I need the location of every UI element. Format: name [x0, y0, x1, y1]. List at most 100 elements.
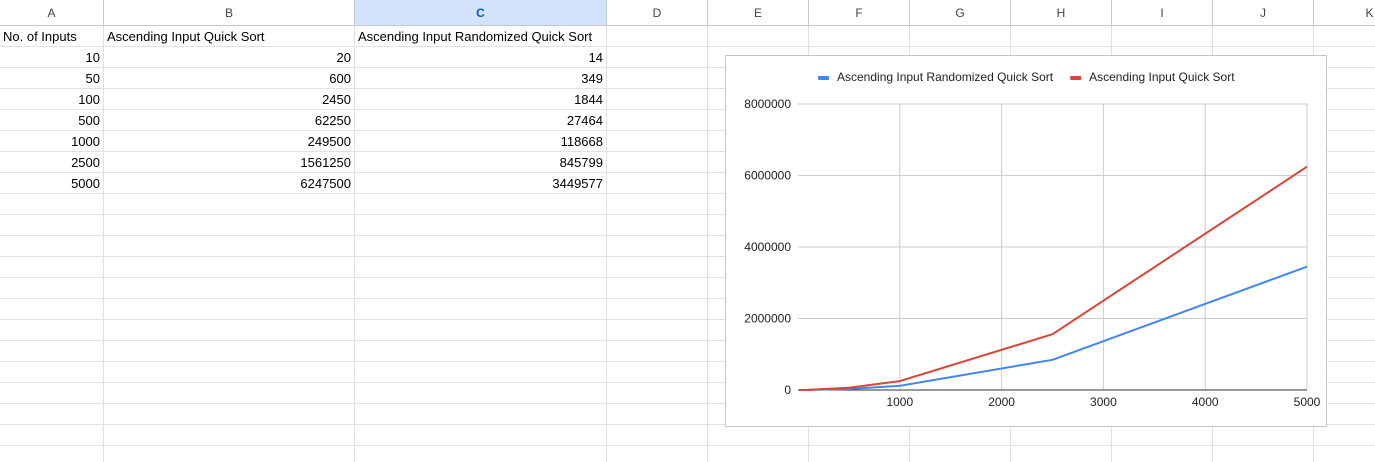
- grid-cell[interactable]: [1314, 383, 1375, 404]
- grid-cell[interactable]: [355, 257, 607, 278]
- grid-cell[interactable]: [0, 278, 104, 299]
- grid-cell[interactable]: [0, 383, 104, 404]
- header-cell[interactable]: Ascending Input Quick Sort: [104, 26, 355, 47]
- column-header-a[interactable]: A: [0, 0, 104, 26]
- grid-cell[interactable]: [1314, 341, 1375, 362]
- grid-cell[interactable]: [1314, 194, 1375, 215]
- grid-cell[interactable]: [1314, 320, 1375, 341]
- grid-cell[interactable]: [0, 194, 104, 215]
- grid-cell[interactable]: [355, 341, 607, 362]
- grid-cell[interactable]: [104, 215, 355, 236]
- grid-cell[interactable]: [708, 26, 809, 47]
- grid-cell[interactable]: [1011, 26, 1112, 47]
- grid-cell[interactable]: [607, 236, 708, 257]
- grid-cell[interactable]: [607, 131, 708, 152]
- grid-cell[interactable]: [355, 425, 607, 446]
- grid-cell[interactable]: [1314, 257, 1375, 278]
- data-cell[interactable]: 6247500: [104, 173, 355, 194]
- data-cell[interactable]: 20: [104, 47, 355, 68]
- grid-cell[interactable]: [1314, 131, 1375, 152]
- grid-cell[interactable]: [1314, 152, 1375, 173]
- grid-cell[interactable]: [355, 236, 607, 257]
- grid-cell[interactable]: [1011, 425, 1112, 446]
- grid-cell[interactable]: [607, 47, 708, 68]
- data-cell[interactable]: 249500: [104, 131, 355, 152]
- grid-cell[interactable]: [607, 383, 708, 404]
- grid-cell[interactable]: [0, 341, 104, 362]
- grid-cell[interactable]: [1314, 362, 1375, 383]
- grid-cell[interactable]: [0, 320, 104, 341]
- grid-cell[interactable]: [0, 215, 104, 236]
- data-cell[interactable]: 500: [0, 110, 104, 131]
- header-cell[interactable]: Ascending Input Randomized Quick Sort: [355, 26, 607, 47]
- column-header-d[interactable]: D: [607, 0, 708, 26]
- grid-cell[interactable]: [355, 404, 607, 425]
- grid-cell[interactable]: [708, 446, 809, 462]
- grid-cell[interactable]: [1213, 425, 1314, 446]
- grid-cell[interactable]: [910, 425, 1011, 446]
- grid-cell[interactable]: [1314, 404, 1375, 425]
- grid-cell[interactable]: [809, 446, 910, 462]
- grid-cell[interactable]: [0, 362, 104, 383]
- grid-cell[interactable]: [104, 278, 355, 299]
- data-cell[interactable]: 1844: [355, 89, 607, 110]
- grid-cell[interactable]: [607, 425, 708, 446]
- grid-cell[interactable]: [0, 299, 104, 320]
- grid-cell[interactable]: [355, 194, 607, 215]
- data-cell[interactable]: 2450: [104, 89, 355, 110]
- grid-cell[interactable]: [1314, 299, 1375, 320]
- grid-cell[interactable]: [607, 320, 708, 341]
- data-cell[interactable]: 14: [355, 47, 607, 68]
- grid-cell[interactable]: [355, 299, 607, 320]
- data-cell[interactable]: 5000: [0, 173, 104, 194]
- grid-cell[interactable]: [910, 446, 1011, 462]
- grid-cell[interactable]: [607, 278, 708, 299]
- column-header-e[interactable]: E: [708, 0, 809, 26]
- data-cell[interactable]: 27464: [355, 110, 607, 131]
- grid-cell[interactable]: [809, 26, 910, 47]
- grid-cell[interactable]: [104, 299, 355, 320]
- grid-cell[interactable]: [1314, 47, 1375, 68]
- grid-cell[interactable]: [355, 446, 607, 462]
- grid-cell[interactable]: [809, 425, 910, 446]
- grid-cell[interactable]: [104, 257, 355, 278]
- grid-cell[interactable]: [1314, 446, 1375, 462]
- data-cell[interactable]: 62250: [104, 110, 355, 131]
- data-cell[interactable]: 845799: [355, 152, 607, 173]
- grid-cell[interactable]: [355, 278, 607, 299]
- grid-cell[interactable]: [1314, 425, 1375, 446]
- grid-cell[interactable]: [0, 446, 104, 462]
- grid-cell[interactable]: [607, 173, 708, 194]
- grid-cell[interactable]: [910, 26, 1011, 47]
- grid-cell[interactable]: [1314, 215, 1375, 236]
- grid-cell[interactable]: [607, 299, 708, 320]
- grid-cell[interactable]: [104, 362, 355, 383]
- column-header-h[interactable]: H: [1011, 0, 1112, 26]
- grid-cell[interactable]: [1011, 446, 1112, 462]
- grid-cell[interactable]: [1314, 236, 1375, 257]
- column-header-i[interactable]: I: [1112, 0, 1213, 26]
- grid-cell[interactable]: [1314, 68, 1375, 89]
- grid-cell[interactable]: [607, 89, 708, 110]
- grid-cell[interactable]: [1314, 173, 1375, 194]
- grid-cell[interactable]: [0, 257, 104, 278]
- grid-cell[interactable]: [104, 320, 355, 341]
- data-cell[interactable]: 1561250: [104, 152, 355, 173]
- grid-cell[interactable]: [607, 404, 708, 425]
- column-header-g[interactable]: G: [910, 0, 1011, 26]
- data-cell[interactable]: 600: [104, 68, 355, 89]
- column-header-b[interactable]: B: [104, 0, 355, 26]
- data-cell[interactable]: 118668: [355, 131, 607, 152]
- grid-cell[interactable]: [355, 362, 607, 383]
- grid-cell[interactable]: [607, 152, 708, 173]
- grid-cell[interactable]: [1213, 446, 1314, 462]
- grid-cell[interactable]: [104, 425, 355, 446]
- grid-cell[interactable]: [607, 194, 708, 215]
- grid-cell[interactable]: [607, 215, 708, 236]
- grid-cell[interactable]: [355, 320, 607, 341]
- column-header-c[interactable]: C: [355, 0, 607, 26]
- data-cell[interactable]: 10: [0, 47, 104, 68]
- grid-cell[interactable]: [1112, 26, 1213, 47]
- grid-cell[interactable]: [607, 341, 708, 362]
- grid-cell[interactable]: [104, 236, 355, 257]
